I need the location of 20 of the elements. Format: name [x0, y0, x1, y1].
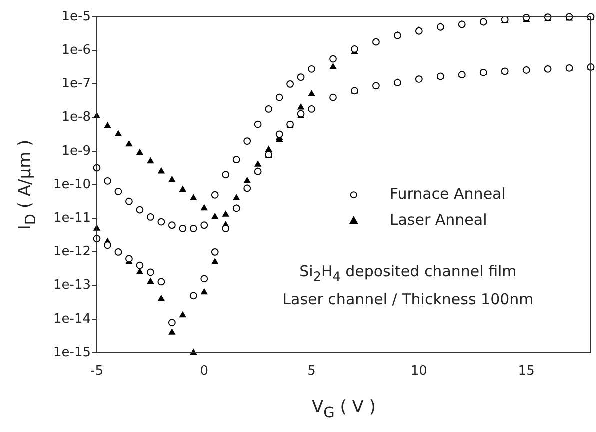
y-tick-label: 1e-9: [62, 144, 91, 159]
y-tick-label: 1e-8: [62, 110, 91, 126]
x-tick-label: 0: [200, 364, 209, 380]
y-tick-label: 1e-5: [62, 9, 91, 24]
y-axis-title: ID ( A/µm ): [15, 140, 40, 230]
y-tick-label: 1e-6: [62, 42, 91, 58]
y-tick-label: 1e-15: [53, 345, 91, 360]
legend-label: Laser Anneal: [390, 210, 488, 229]
annotation: Laser channel / Thickness 100nm: [282, 290, 534, 308]
y-tick-label: 1e-12: [53, 244, 91, 260]
y-tick-label: 1e-10: [53, 177, 91, 192]
y-tick-label: 1e-14: [53, 312, 91, 327]
y-tick-label: 1e-13: [53, 278, 91, 294]
x-tick-label: 5: [308, 364, 316, 380]
x-tick-label: -5: [90, 364, 104, 380]
y-tick-label: 1e-7: [62, 76, 91, 92]
y-tick-label: 1e-11: [53, 210, 91, 226]
x-tick-label: 10: [410, 364, 428, 380]
x-tick-label: 15: [518, 364, 535, 380]
legend-label: Furnace Anneal: [390, 184, 506, 203]
